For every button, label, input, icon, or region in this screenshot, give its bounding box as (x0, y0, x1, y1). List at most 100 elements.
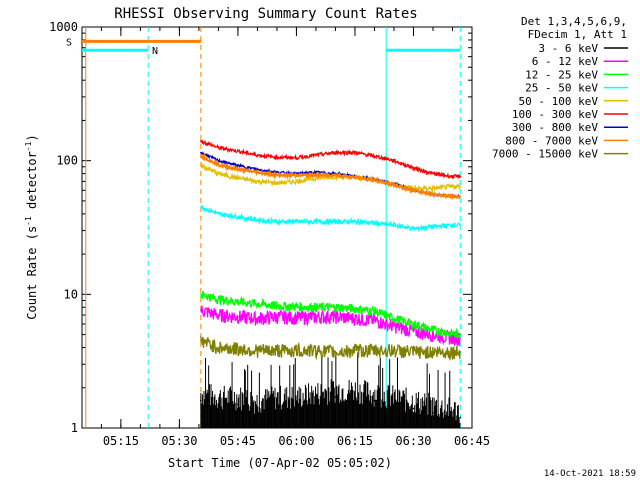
data-point (295, 316, 298, 319)
data-point (334, 351, 337, 353)
data-point (451, 224, 454, 226)
y-axis-label-end: ) (25, 134, 39, 141)
legend-label: 7000 - 15000 keV (492, 148, 598, 161)
data-point (256, 180, 259, 183)
data-point (334, 220, 337, 223)
series-line-25-50-kev (200, 203, 461, 233)
data-point (432, 351, 434, 353)
data-point (217, 164, 220, 166)
x-tick-label: 06:15 (337, 434, 373, 448)
data-point (256, 349, 259, 352)
data-point (459, 224, 462, 226)
x-tick-label: 06:45 (454, 434, 490, 448)
data-point (295, 403, 298, 406)
data-point (200, 151, 202, 154)
data-point (237, 216, 239, 218)
data-point (256, 154, 259, 156)
annotation-label: S (66, 37, 72, 48)
data-point (393, 403, 395, 406)
legend-header-line-1: Det 1,3,4,5,6,9, (521, 15, 627, 28)
x-axis-label: Start Time (07-Apr-02 05:05:02) (168, 456, 392, 470)
y-axis-label: Count Rate (s-1 detector-1) (24, 134, 39, 319)
data-point (256, 302, 259, 305)
y-axis-label-sup-2: -1 (24, 141, 33, 151)
data-point (459, 351, 462, 353)
data-point (334, 315, 337, 318)
legend-label: 800 - 7000 keV (505, 134, 598, 147)
data-point (276, 315, 278, 318)
data-point (451, 337, 454, 339)
series-line-12-25-kev (200, 290, 461, 340)
data-point (217, 298, 220, 300)
data-point (373, 155, 376, 157)
data-point (373, 222, 376, 225)
data-point (354, 220, 356, 223)
data-point (315, 349, 317, 352)
timestamp: 14-Oct-2021 18:59 (544, 469, 636, 479)
data-point (256, 219, 259, 221)
y-axis-label-sup-1: -1 (24, 216, 33, 226)
data-point (412, 189, 415, 192)
data-point (295, 220, 298, 223)
data-point (459, 416, 462, 419)
data-point (393, 325, 395, 327)
x-tick-label: 05:30 (161, 434, 197, 448)
data-point (237, 348, 239, 350)
legend: Det 1,3,4,5,6,9, FDecim 1, Att 1 3 - 6 k… (492, 15, 628, 161)
legend-label: 300 - 800 keV (512, 121, 598, 134)
data-point (276, 349, 278, 352)
data-point (451, 332, 454, 335)
legend-label: 3 - 6 keV (538, 42, 598, 55)
data-point (334, 396, 337, 398)
data-point (237, 168, 239, 171)
data-point (432, 411, 434, 414)
y-tick-label: 100 (56, 154, 78, 168)
legend-label: 100 - 300 keV (512, 108, 598, 121)
data-point (354, 176, 356, 179)
data-point (354, 349, 356, 352)
annotation-label: N (152, 46, 158, 57)
data-point (412, 227, 415, 230)
data-point (276, 174, 278, 176)
data-point (451, 185, 454, 188)
data-point (200, 140, 202, 142)
data-point (256, 407, 259, 410)
data-point (315, 171, 317, 173)
y-axis-label-mid: detector (25, 151, 39, 216)
data-point (354, 396, 356, 398)
data-point (451, 175, 454, 178)
data-point (373, 349, 376, 352)
y-tick-label: 1000 (49, 20, 78, 34)
data-point (334, 306, 337, 309)
data-point (256, 317, 259, 320)
data-point (237, 315, 239, 318)
data-point (217, 314, 220, 316)
data-point (432, 193, 434, 196)
legend-label: 6 - 12 keV (532, 55, 599, 68)
data-point (432, 187, 434, 190)
data-point (315, 220, 317, 223)
x-tick-label: 05:15 (103, 434, 139, 448)
data-point (200, 339, 202, 342)
data-point (459, 195, 462, 198)
data-point (315, 315, 317, 318)
data-point (217, 403, 220, 406)
data-point (451, 416, 454, 419)
data-point (393, 224, 395, 226)
data-point (412, 330, 415, 332)
y-tick-label: 10 (64, 287, 78, 301)
data-point (354, 317, 356, 320)
data-point (459, 175, 462, 178)
data-point (412, 323, 415, 325)
data-point (393, 349, 395, 352)
data-point (237, 164, 239, 167)
data-point (459, 185, 462, 188)
data-point (393, 183, 395, 186)
data-point (451, 195, 454, 198)
data-point (393, 159, 395, 162)
data-point (217, 346, 220, 349)
data-point (334, 151, 337, 154)
data-point (295, 349, 298, 352)
data-point (432, 226, 434, 228)
